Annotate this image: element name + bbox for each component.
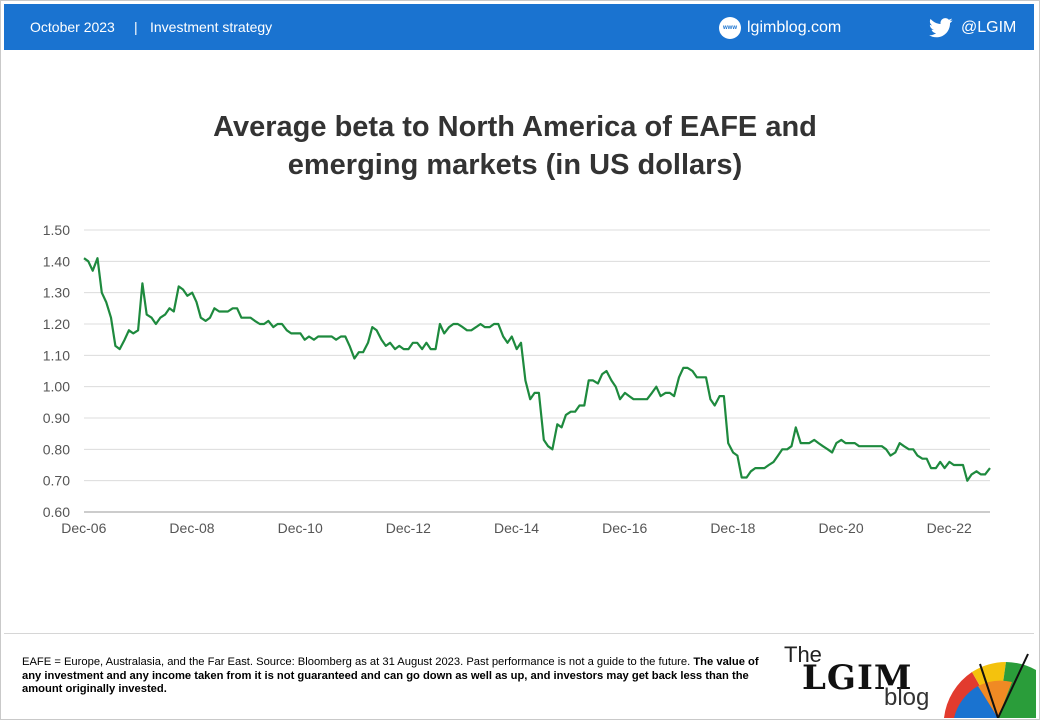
- chart-title: Average beta to North America of EAFE an…: [0, 108, 1030, 184]
- y-tick-label: 0.80: [43, 441, 70, 457]
- y-tick-label: 0.70: [43, 473, 70, 489]
- disclaimer-text: EAFE = Europe, Australasia, and the Far …: [22, 656, 778, 697]
- header-separator: |: [134, 19, 138, 35]
- umbrella-logo-icon: [944, 653, 1036, 718]
- globe-icon: www: [719, 17, 741, 39]
- y-tick-label: 1.20: [43, 316, 70, 332]
- logo-blog: blog: [884, 684, 930, 711]
- logo-lgim: LGIM: [802, 658, 913, 698]
- y-tick-label: 1.10: [43, 347, 70, 363]
- footer: EAFE = Europe, Australasia, and the Far …: [4, 633, 1036, 718]
- y-tick-label: 1.00: [43, 379, 70, 395]
- series-layer: [83, 257, 991, 482]
- x-axis-ticks: Dec-06 Dec-08 Dec-10 Dec-12 Dec-14 Dec-16 Dec-…: [61, 520, 972, 536]
- x-tick-label: Dec-08: [169, 520, 214, 536]
- header-website-link[interactable]: www lgimblog.com: [719, 15, 841, 41]
- x-tick-label: Dec-20: [819, 520, 864, 536]
- x-tick-label: Dec-10: [278, 520, 323, 536]
- y-axis-ticks: 1.50 1.40 1.30 1.20 1.10 1.00 0.90 0.80 0.70 0.60: [43, 222, 70, 520]
- header-bar: October 2023 | Investment strategy www l…: [4, 4, 1034, 50]
- y-tick-label: 1.40: [43, 253, 70, 269]
- chart-panel: [4, 54, 1034, 630]
- disclaimer-bold: The value of any investment and any inco…: [22, 656, 759, 695]
- x-tick-label: Dec-16: [602, 520, 647, 536]
- y-tick-label: 1.30: [43, 285, 70, 301]
- twitter-icon: [929, 18, 953, 38]
- y-tick-label: 1.50: [43, 222, 70, 238]
- series-line-beta: [83, 257, 991, 482]
- header-topic: Investment strategy: [150, 19, 273, 35]
- line-chart: 1.50 1.40 1.30 1.20 1.10 1.00 0.90 0.80 0.70 0.60…: [43, 222, 991, 536]
- disclaimer-plain: EAFE = Europe, Australasia, and the Far …: [22, 656, 694, 668]
- chart-title-line2: emerging markets (in US dollars): [287, 149, 743, 181]
- x-tick-label: Dec-22: [927, 520, 972, 536]
- grid-lines: [84, 229, 990, 513]
- website-text: lgimblog.com: [747, 19, 842, 36]
- y-tick-label: 0.60: [43, 504, 70, 520]
- x-tick-label: Dec-12: [386, 520, 431, 536]
- x-tick-label: Dec-06: [61, 520, 106, 536]
- header-date: October 2023: [30, 19, 115, 35]
- x-tick-label: Dec-18: [710, 520, 755, 536]
- header-twitter-link[interactable]: @LGIM: [929, 15, 1016, 41]
- chart-title-line1: Average beta to North America of EAFE an…: [213, 111, 817, 143]
- x-tick-label: Dec-14: [494, 520, 539, 536]
- twitter-handle: @LGIM: [961, 19, 1017, 36]
- logo-the: The: [784, 642, 822, 667]
- y-tick-label: 0.90: [43, 410, 70, 426]
